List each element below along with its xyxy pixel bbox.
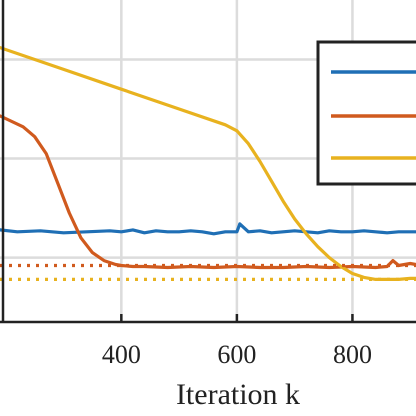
x-axis-label: Iteration k (176, 378, 300, 411)
x-tick-labels: 400 600 800 (102, 340, 372, 369)
x-tick-label-2: 800 (333, 340, 372, 369)
legend (316, 40, 416, 186)
series-layer (0, 45, 416, 281)
legend-box (316, 40, 416, 186)
x-tick-label-0: 400 (102, 340, 141, 369)
series-line-1 (0, 114, 416, 270)
x-tick-label-1: 600 (217, 340, 256, 369)
series-line-0 (0, 222, 416, 236)
series-line-2 (0, 45, 416, 281)
axes (0, 0, 416, 324)
